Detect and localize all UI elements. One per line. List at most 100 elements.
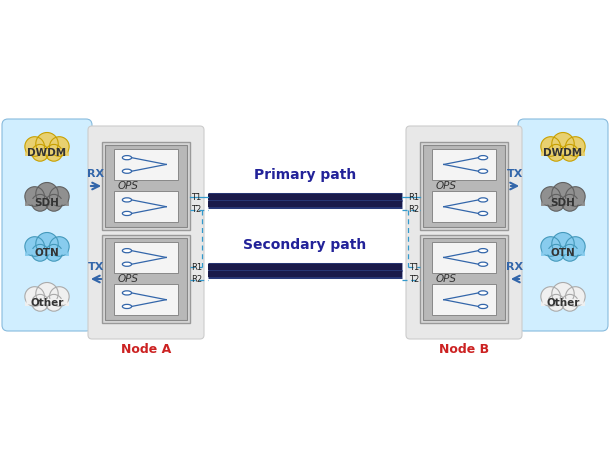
Circle shape xyxy=(49,287,69,306)
Text: R1: R1 xyxy=(191,262,202,271)
Circle shape xyxy=(46,194,62,211)
FancyBboxPatch shape xyxy=(541,148,585,156)
Ellipse shape xyxy=(478,248,487,253)
FancyBboxPatch shape xyxy=(432,149,496,180)
FancyBboxPatch shape xyxy=(406,126,522,339)
Text: OPS: OPS xyxy=(118,274,139,284)
Text: OPS: OPS xyxy=(118,181,139,191)
Text: Primary path: Primary path xyxy=(254,168,356,182)
Circle shape xyxy=(32,294,49,311)
Ellipse shape xyxy=(478,156,487,160)
Text: DWDM: DWDM xyxy=(544,148,583,158)
Circle shape xyxy=(541,287,561,306)
Circle shape xyxy=(49,187,69,206)
Circle shape xyxy=(36,283,58,305)
Text: TX: TX xyxy=(88,262,104,272)
FancyBboxPatch shape xyxy=(105,145,187,227)
FancyBboxPatch shape xyxy=(26,299,68,305)
FancyBboxPatch shape xyxy=(542,149,584,154)
FancyBboxPatch shape xyxy=(432,191,496,222)
Circle shape xyxy=(25,137,45,156)
FancyBboxPatch shape xyxy=(518,119,608,331)
FancyBboxPatch shape xyxy=(541,248,585,256)
FancyBboxPatch shape xyxy=(542,199,584,205)
Circle shape xyxy=(552,132,574,155)
Circle shape xyxy=(25,187,45,206)
Ellipse shape xyxy=(123,156,132,160)
Circle shape xyxy=(46,294,62,311)
Ellipse shape xyxy=(123,248,132,253)
Text: Other: Other xyxy=(547,298,580,309)
Ellipse shape xyxy=(123,291,132,295)
Circle shape xyxy=(541,187,561,206)
Circle shape xyxy=(561,244,578,261)
Text: OTN: OTN xyxy=(35,248,59,258)
Ellipse shape xyxy=(478,169,487,173)
Circle shape xyxy=(561,294,578,311)
Circle shape xyxy=(49,237,69,256)
Text: TX: TX xyxy=(507,169,523,179)
FancyBboxPatch shape xyxy=(25,148,69,156)
Text: T2: T2 xyxy=(409,275,419,284)
Circle shape xyxy=(565,187,585,206)
Text: OTN: OTN xyxy=(551,248,575,258)
Circle shape xyxy=(548,294,564,311)
FancyBboxPatch shape xyxy=(114,284,178,315)
Ellipse shape xyxy=(123,212,132,216)
Circle shape xyxy=(552,233,574,255)
FancyBboxPatch shape xyxy=(26,199,68,205)
Circle shape xyxy=(565,137,585,156)
FancyBboxPatch shape xyxy=(2,119,92,331)
Circle shape xyxy=(548,194,564,211)
Circle shape xyxy=(32,244,49,261)
Circle shape xyxy=(552,183,574,205)
Circle shape xyxy=(565,237,585,256)
Ellipse shape xyxy=(478,262,487,266)
FancyBboxPatch shape xyxy=(420,142,508,230)
Text: Node A: Node A xyxy=(121,343,171,356)
FancyBboxPatch shape xyxy=(102,235,190,323)
Ellipse shape xyxy=(478,198,487,202)
Text: RX: RX xyxy=(87,169,104,179)
Ellipse shape xyxy=(478,304,487,309)
FancyBboxPatch shape xyxy=(25,248,69,256)
Text: DWDM: DWDM xyxy=(27,148,66,158)
Text: T2: T2 xyxy=(191,206,201,215)
Ellipse shape xyxy=(478,212,487,216)
Text: Other: Other xyxy=(30,298,63,309)
Text: Node B: Node B xyxy=(439,343,489,356)
Circle shape xyxy=(36,183,58,205)
FancyBboxPatch shape xyxy=(432,284,496,315)
FancyBboxPatch shape xyxy=(542,249,584,255)
Circle shape xyxy=(36,132,58,155)
Circle shape xyxy=(561,144,578,161)
FancyBboxPatch shape xyxy=(541,198,585,206)
Circle shape xyxy=(561,194,578,211)
FancyBboxPatch shape xyxy=(423,145,505,227)
Circle shape xyxy=(25,237,45,256)
FancyBboxPatch shape xyxy=(114,149,178,180)
FancyBboxPatch shape xyxy=(420,235,508,323)
Circle shape xyxy=(565,287,585,306)
FancyBboxPatch shape xyxy=(114,242,178,273)
FancyBboxPatch shape xyxy=(423,238,505,320)
Ellipse shape xyxy=(123,262,132,266)
Circle shape xyxy=(548,244,564,261)
Ellipse shape xyxy=(478,291,487,295)
Text: OPS: OPS xyxy=(436,181,457,191)
FancyBboxPatch shape xyxy=(26,149,68,154)
Circle shape xyxy=(541,137,561,156)
Text: RX: RX xyxy=(506,262,523,272)
Ellipse shape xyxy=(123,198,132,202)
FancyBboxPatch shape xyxy=(25,198,69,206)
Circle shape xyxy=(552,283,574,305)
Text: R2: R2 xyxy=(408,206,419,215)
Text: T1: T1 xyxy=(409,262,419,271)
FancyBboxPatch shape xyxy=(102,142,190,230)
Circle shape xyxy=(548,144,564,161)
Circle shape xyxy=(49,137,69,156)
Circle shape xyxy=(32,194,49,211)
FancyBboxPatch shape xyxy=(25,298,69,306)
Text: T1: T1 xyxy=(191,193,201,202)
Circle shape xyxy=(46,144,62,161)
